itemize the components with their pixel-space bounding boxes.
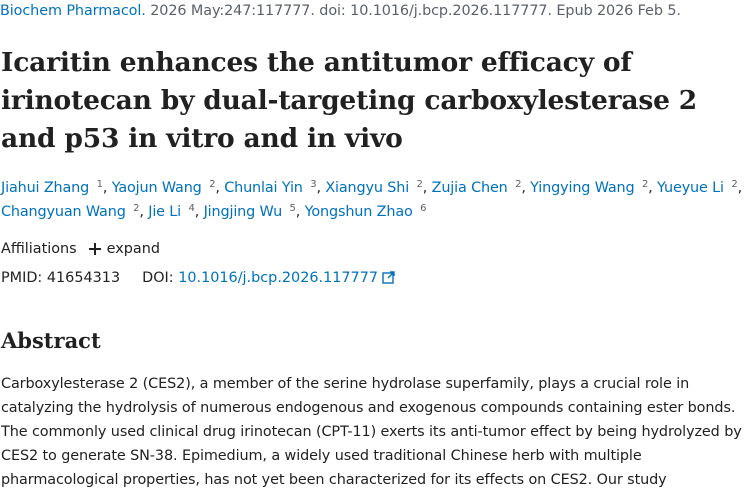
affiliations-row: Affiliations expand [1,241,160,257]
author-item: Changyuan Wang 2 [1,203,140,221]
doi-link[interactable]: 10.1016/j.bcp.2026.117777 [178,270,395,286]
authors-list: Jiahui Zhang 1, Yaojun Wang 2, Chunlai Y… [1,179,742,221]
author-link[interactable]: Chunlai Yin [224,180,303,196]
author-item: Yaojun Wang 2 [111,179,216,197]
author-affiliation-number[interactable]: 2 [130,203,140,214]
author-affiliation-number[interactable]: 2 [512,179,522,190]
author-affiliation-number[interactable]: 3 [307,179,317,190]
author-item: Yueyue Li 2 [657,179,738,197]
author-affiliation-number[interactable]: 2 [638,179,649,190]
author-link[interactable]: Changyuan Wang [1,204,126,220]
citation-line: Biochem Pharmacol. 2026 May:247:117777. … [0,3,681,19]
doi-label: DOI: [142,270,174,286]
author-item: Jiahui Zhang 1 [1,179,103,197]
author-affiliation-number[interactable]: 2 [206,179,216,190]
author-link[interactable]: Zujia Chen [431,180,508,196]
abstract-heading: Abstract [1,328,101,353]
author-link[interactable]: Xiangyu Shi [325,180,410,196]
author-item: Xiangyu Shi 2 [325,179,423,197]
affiliations-expand-toggle[interactable]: expand [106,241,160,257]
doi-value: 10.1016/j.bcp.2026.117777 [178,270,379,286]
abstract-text: Carboxylesterase 2 (CES2), a member of t… [1,376,742,488]
author-item: Zujia Chen 2 [431,179,522,197]
citation-details: 2026 May:247:117777. doi: 10.1016/j.bcp.… [145,3,681,19]
pmid-value: 41654313 [46,270,121,286]
author-affiliation-number[interactable]: 2 [413,179,423,190]
author-item: Jie Li 4 [148,203,195,221]
author-affiliation-number[interactable]: 5 [286,203,296,214]
author-affiliation-number[interactable]: 2 [728,179,738,190]
author-link[interactable]: Yueyue Li [657,180,724,196]
author-link[interactable]: Yongshun Zhao [304,204,413,220]
journal-link[interactable]: Biochem Pharmacol. [0,3,146,19]
author-item: Chunlai Yin 3 [224,179,317,197]
author-link[interactable]: Jiahui Zhang [1,180,90,196]
author-item: Yongshun Zhao 6 [304,203,427,221]
author-item: Yingying Wang 2 [530,179,649,197]
external-link-icon [382,271,395,284]
author-affiliation-number[interactable]: 6 [417,203,427,214]
author-link[interactable]: Yaojun Wang [111,180,202,196]
plus-icon[interactable] [88,243,101,255]
pmid-label: PMID: [1,270,43,286]
author-affiliation-number[interactable]: 4 [185,203,195,214]
author-link[interactable]: Yingying Wang [530,180,635,196]
identifiers-row: PMID: 41654313 DOI: 10.1016/j.bcp.2026.11… [1,270,395,286]
author-link[interactable]: Jie Li [148,204,182,220]
affiliations-label: Affiliations [1,241,77,257]
author-item: Jingjing Wu 5 [203,203,296,221]
author-link[interactable]: Jingjing Wu [203,204,283,220]
article-title: Icaritin enhances the antitumor efficacy… [1,47,698,154]
author-affiliation-number[interactable]: 1 [93,179,103,190]
